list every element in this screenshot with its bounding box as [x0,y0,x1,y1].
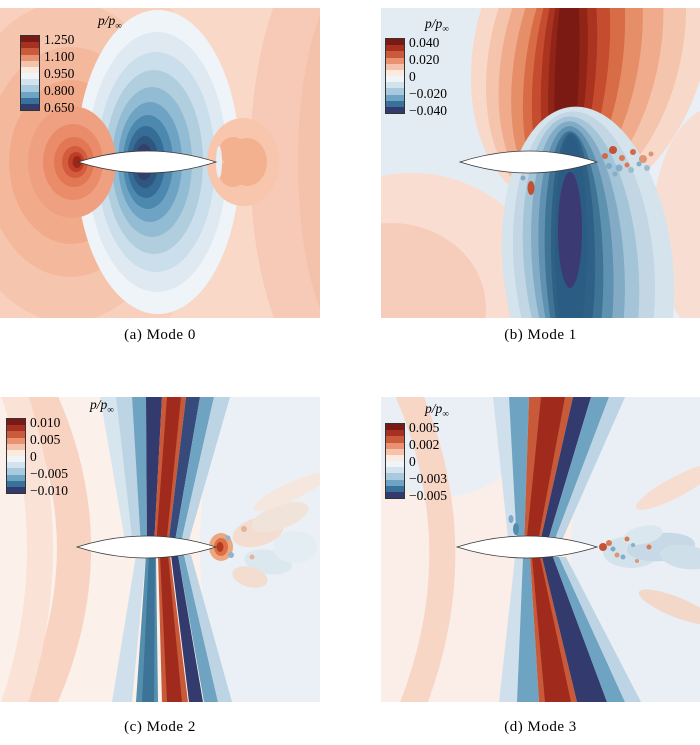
field-shapes-mode2 [0,397,320,702]
colorbar-tick-label: −0.005 [409,488,447,503]
colorbar-tick-label: −0.040 [409,103,447,118]
colorbar [385,423,405,499]
caption-mode3: (d) Mode 3 [504,719,577,735]
colorbar-band [386,473,404,480]
colorbar-band [386,63,404,70]
colorbar-band [386,51,404,58]
colorbar-tick-label: 1.250 [44,32,75,47]
pressure-field-mode1 [381,8,700,318]
airfoil-mode1 [458,150,599,174]
colorbar-band [386,479,404,486]
caption-mode1: (b) Mode 1 [504,327,577,343]
field-shapes-mode1 [381,8,700,318]
colorbar-band [21,85,39,92]
colorbar-tick-label: 1.100 [44,49,75,64]
colorbar-ticks: 0.040 0.020 0 −0.020 −0.040 [409,35,447,118]
colorbar-band [21,54,39,61]
colorbar-band [386,448,404,455]
colorbar-band [21,79,39,86]
colorbar-band [7,419,25,426]
colorbar-tick-label: 0.800 [44,83,75,98]
colorbar-band [386,76,404,83]
colorbar-band [21,60,39,67]
airfoil-mode3 [455,535,599,559]
colorbar-band [386,69,404,77]
colorbar-tick-label: −0.005 [30,466,68,481]
colorbar-band [7,456,25,463]
colorbar-band [21,36,39,43]
colorbar-band [386,461,404,468]
field-shapes-mode3 [381,397,700,702]
colorbar-band [386,436,404,443]
colorbar-tick-label: 0 [409,69,416,84]
colorbar-band [21,48,39,55]
colorbar-tick-label: 0.005 [30,432,61,447]
panel-mode2: p/p∞ 0.010 0.005 0 −0.005 −0.010 [0,397,320,702]
airfoil-mode0 [76,150,218,174]
colorbar-tick-label: −0.020 [409,86,447,101]
colorbar-band [21,91,39,98]
panel-mode0: p/p∞ 1.250 1.100 0.950 0.800 0.650 [0,8,320,318]
caption-mode0: (a) Mode 0 [124,327,196,343]
colorbar-band [7,431,25,438]
colorbar-band [386,57,404,64]
colorbar-band [386,82,404,89]
colorbar [385,38,405,114]
colorbar-title: p/p∞ [90,397,114,415]
colorbar [6,418,26,494]
colorbar-tick-label: 0.020 [409,52,440,67]
colorbar-band [21,73,39,80]
colorbar-ticks: 1.250 1.100 0.950 0.800 0.650 [44,32,74,115]
colorbar-band [7,480,25,487]
colorbar-band [386,39,404,46]
colorbar-band [21,42,39,49]
colorbar-ticks: 0.005 0.002 0 −0.003 −0.005 [409,420,447,503]
colorbar-tick-label: 0.650 [44,100,75,115]
colorbar-band [7,462,25,469]
colorbar-band [7,437,25,444]
pressure-field-mode3 [381,397,700,702]
panel-mode3: p/p∞ 0.005 0.002 0 −0.003 −0.005 [381,397,700,702]
colorbar-band [7,468,25,475]
colorbar-band [386,45,404,52]
panel-mode1: p/p∞ 0.040 0.020 0 −0.020 −0.040 [381,8,700,318]
colorbar-band [7,449,25,457]
colorbar-band [21,103,39,111]
colorbar-ticks: 0.010 0.005 0 −0.005 −0.010 [30,415,68,498]
colorbar-title: p/p∞ [425,16,449,34]
colorbar-tick-label: 0 [30,449,37,464]
colorbar-tick-label: 0.002 [409,437,440,452]
caption-mode2: (c) Mode 2 [124,719,196,735]
colorbar [20,35,40,111]
colorbar-tick-label: −0.003 [409,471,447,486]
colorbar-band [7,474,25,481]
colorbar-title: p/p∞ [425,401,449,419]
colorbar-band [7,443,25,450]
colorbar-tick-label: 0 [409,454,416,469]
colorbar-band [386,454,404,462]
colorbar-band [7,425,25,432]
colorbar-band [386,100,404,107]
colorbar-title: p/p∞ [98,13,122,31]
colorbar-tick-label: 0.950 [44,66,75,81]
colorbar-tick-label: −0.010 [30,483,68,498]
colorbar-band [386,94,404,101]
colorbar-band [21,97,39,104]
colorbar-band [386,106,404,114]
colorbar-band [7,486,25,494]
colorbar-band [386,88,404,95]
colorbar-band [386,491,404,499]
colorbar-band [386,424,404,431]
colorbar-tick-label: 0.010 [30,415,61,430]
pressure-field-mode2 [0,397,320,702]
colorbar-band [386,467,404,474]
airfoil-mode2 [75,535,218,559]
colorbar-tick-label: 0.040 [409,35,440,50]
colorbar-band [386,430,404,437]
colorbar-band [386,442,404,449]
colorbar-tick-label: 0.005 [409,420,440,435]
colorbar-band [386,485,404,492]
colorbar-band [21,66,39,74]
